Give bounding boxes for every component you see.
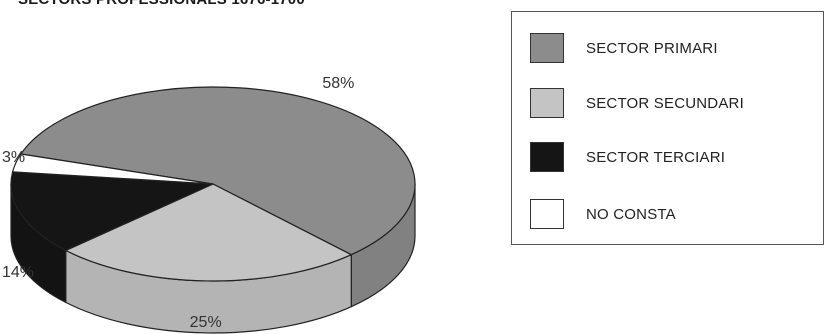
legend-item-sector-terciari: SECTOR TERCIARI <box>530 142 725 172</box>
legend-label-sector-terciari: SECTOR TERCIARI <box>586 148 726 166</box>
legend-item-sector-primari: SECTOR PRIMARI <box>530 33 718 63</box>
pie-chart <box>10 86 416 334</box>
legend-label-sector-secundari: SECTOR SECUNDARI <box>586 94 744 112</box>
legend-label-no-consta: NO CONSTA <box>586 205 676 223</box>
legend-swatch-sector-terciari <box>530 142 564 172</box>
legend-swatch-sector-primari <box>530 33 564 63</box>
data-label-sector-primari: 58% <box>322 74 355 92</box>
pie-slice-sector-primari <box>20 86 416 256</box>
pie-slice-sector-secundari <box>65 183 352 282</box>
legend-swatch-no-consta <box>530 199 564 229</box>
legend-item-sector-secundari: SECTOR SECUNDARI <box>530 88 744 118</box>
pie-slice-sector-terciari <box>10 171 214 252</box>
data-label-no-consta: 3% <box>2 149 26 167</box>
data-label-sector-terciari: 14% <box>2 263 35 281</box>
legend: SECTOR PRIMARI SECTOR SECUNDARI SECTOR T… <box>511 11 824 245</box>
legend-label-sector-primari: SECTOR PRIMARI <box>586 39 718 57</box>
legend-swatch-sector-secundari <box>530 88 564 118</box>
pie-slice-no-consta <box>11 153 214 185</box>
data-label-sector-secundari: 25% <box>189 314 222 331</box>
legend-item-no-consta: NO CONSTA <box>530 199 676 229</box>
